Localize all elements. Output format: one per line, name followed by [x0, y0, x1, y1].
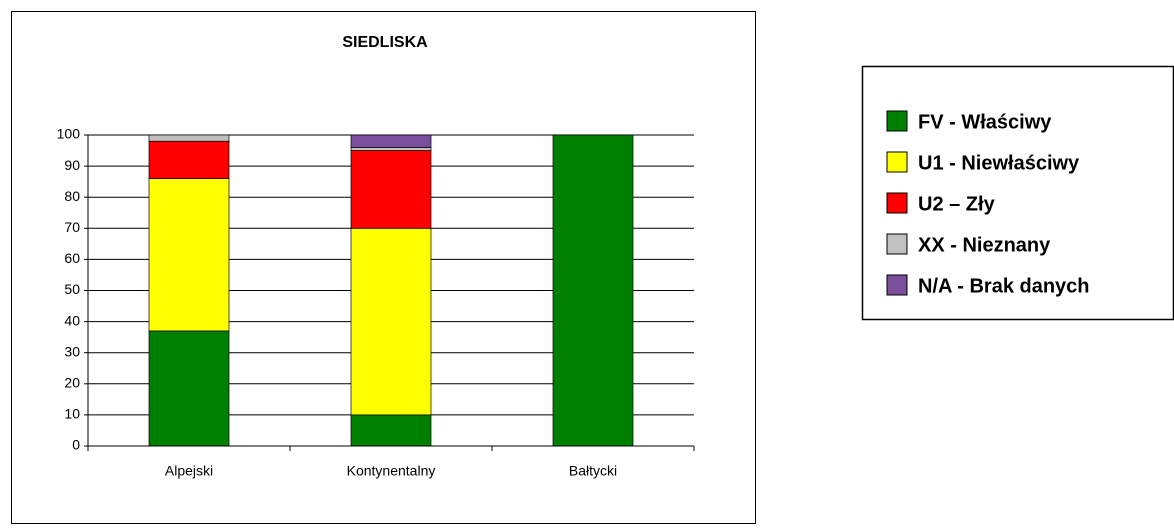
- bar-segment: [350, 147, 432, 151]
- bar-segment: [552, 134, 634, 447]
- legend-label: U1 - Niewłaściwy: [918, 152, 1080, 174]
- legend-label: U2 – Zły: [918, 193, 996, 215]
- legend-swatch: [886, 151, 908, 173]
- x-tick-label: Kontynentalny: [347, 463, 436, 479]
- legend-swatch: [886, 233, 908, 255]
- legend-label: N/A - Brak danych: [918, 275, 1090, 297]
- y-tick-label: 30: [64, 343, 80, 359]
- y-tick-label: 0: [72, 437, 80, 453]
- legend-box: [861, 65, 1174, 321]
- bar-segment: [350, 414, 432, 447]
- bar-segment: [350, 227, 432, 416]
- x-tick-label: Bałtycki: [569, 463, 617, 479]
- legend-label: FV - Właściwy: [918, 111, 1052, 133]
- y-tick-label: 90: [64, 157, 80, 173]
- y-tick-label: 10: [64, 406, 80, 422]
- x-tick-label: Alpejski: [165, 463, 213, 479]
- bar-segment: [350, 134, 432, 148]
- y-tick-label: 40: [64, 312, 80, 328]
- bar-segment: [148, 140, 230, 179]
- y-tick-label: 80: [64, 188, 80, 204]
- legend-swatch: [886, 110, 908, 132]
- y-tick-label: 60: [64, 250, 80, 266]
- chart-title: SIEDLISKA: [342, 34, 428, 51]
- legend-label: XX - Nieznany: [918, 234, 1051, 256]
- y-tick-label: 20: [64, 375, 80, 391]
- bar-segment: [148, 134, 230, 142]
- legend-swatch: [886, 192, 908, 214]
- bar-segment: [350, 150, 432, 229]
- y-tick-label: 70: [64, 219, 80, 235]
- y-tick-label: 50: [64, 281, 80, 297]
- bar-segment: [148, 178, 230, 332]
- y-tick-label: 100: [57, 126, 81, 142]
- bar-segment: [148, 330, 230, 447]
- legend-swatch: [886, 274, 908, 296]
